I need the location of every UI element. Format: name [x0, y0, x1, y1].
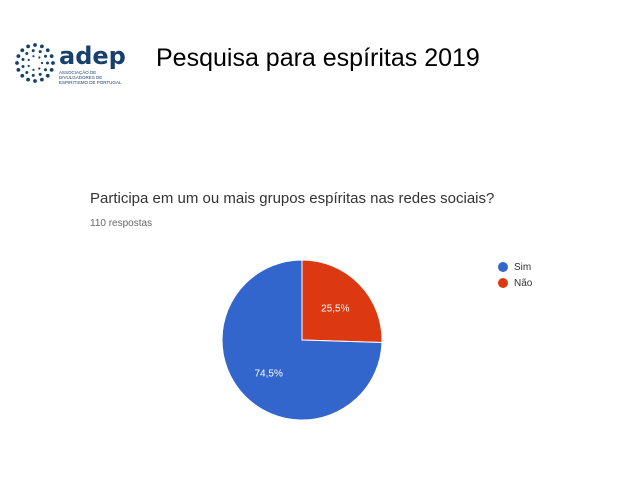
legend-swatch-sim [498, 262, 508, 272]
logo-dot [15, 61, 19, 65]
logo-dot [38, 56, 41, 59]
logo-dot [31, 49, 35, 53]
logo-text: adep [59, 42, 126, 70]
logo-subtitle: ASSOCIAÇÃO DE DIVULGADORES DE ESPIRITISM… [59, 70, 122, 85]
logo-dot [38, 50, 42, 54]
logo-dot [20, 48, 25, 53]
logo-dot [16, 67, 21, 72]
logo-dot [16, 54, 21, 59]
chart-subtitle: 110 respostas [90, 218, 153, 229]
page-title: Pesquisa para espíritas 2019 [156, 44, 480, 72]
logo-dot [26, 77, 31, 82]
logo-dot [25, 70, 29, 74]
logo-dot [51, 61, 55, 65]
legend-label-sim: Sim [514, 261, 532, 273]
logo-dot [32, 55, 35, 58]
logo-dot [38, 67, 41, 70]
logo-dot [38, 72, 42, 76]
logo-dot [21, 57, 25, 61]
logo-dot [39, 44, 44, 49]
logo-dot [45, 48, 50, 53]
pie-label-nao: 25,5% [321, 304, 349, 315]
legend-swatch-nao [498, 278, 508, 288]
logo-dot [44, 68, 48, 72]
legend-item-nao: Não [498, 275, 532, 291]
chart-title: Participa em um ou mais grupos espíritas… [90, 190, 495, 207]
chart-legend: Sim Não [498, 259, 532, 291]
logo-dot [44, 54, 48, 58]
logo-dot [39, 77, 44, 82]
logo-dot [49, 54, 54, 59]
legend-label-nao: Não [514, 277, 533, 289]
logo-dot [33, 79, 37, 83]
logo-dot [27, 58, 30, 62]
logo-dot [27, 64, 30, 68]
logo-dot [31, 73, 35, 77]
logo-dot [49, 67, 54, 72]
pie-slice-sim [221, 259, 383, 421]
pie-label-sim: 74,5% [254, 368, 282, 379]
logo-dot [45, 73, 50, 78]
logo-dot [40, 61, 44, 65]
logo-dot [20, 73, 25, 78]
logo-dots-icon [15, 43, 55, 83]
logo-dot [32, 68, 35, 71]
logo-dot [46, 61, 49, 65]
adep-logo: adep ASSOCIAÇÃO DE DIVULGADORES DE ESPIR… [14, 40, 126, 86]
logo-dot [25, 52, 29, 56]
logo-dot [33, 43, 37, 47]
logo-dot [21, 65, 25, 69]
legend-item-sim: Sim [498, 259, 532, 275]
logo-dot [26, 44, 31, 49]
pie-slice-nao [301, 259, 383, 344]
